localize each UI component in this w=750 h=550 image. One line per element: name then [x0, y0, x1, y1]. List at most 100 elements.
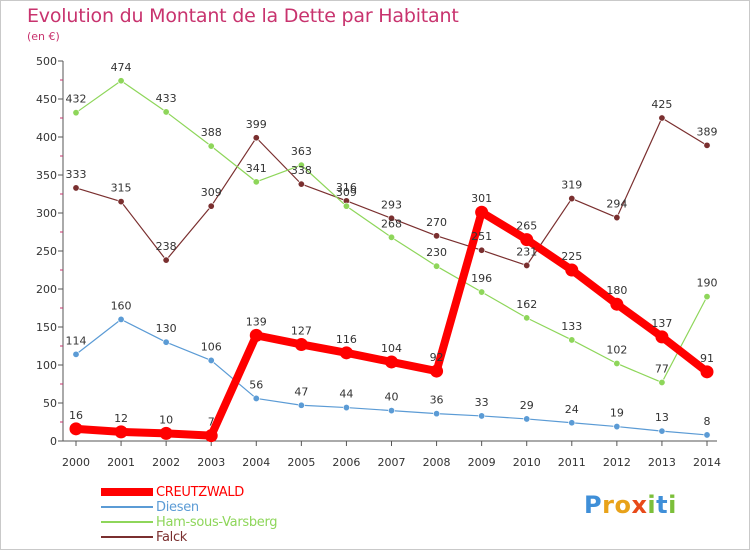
y-tick-label: 500	[36, 55, 57, 68]
data-point	[385, 355, 398, 369]
legend-label: Diesen	[156, 500, 199, 515]
data-label: 91	[700, 352, 714, 365]
data-label: 12	[114, 412, 128, 425]
data-point	[339, 346, 353, 360]
y-tick-label: 250	[36, 245, 57, 258]
data-point	[613, 359, 621, 367]
data-point	[613, 423, 621, 431]
series-falck	[72, 114, 711, 269]
data-label: 114	[66, 334, 87, 347]
legend-swatch	[101, 488, 153, 496]
series-layer	[69, 77, 714, 443]
data-label: 36	[430, 394, 444, 407]
data-point	[475, 205, 489, 219]
data-point	[162, 338, 170, 346]
data-point	[523, 415, 531, 423]
data-point	[159, 426, 173, 440]
data-point	[478, 288, 486, 296]
y-tick-label: 300	[36, 207, 57, 220]
data-label: 33	[475, 396, 489, 409]
data-point	[387, 407, 395, 415]
logo-letter: o	[614, 491, 632, 519]
x-tick-label: 2011	[558, 456, 586, 469]
data-label: 104	[381, 342, 402, 355]
data-label: 309	[201, 186, 222, 199]
data-point	[342, 202, 350, 210]
data-label: 238	[156, 240, 177, 253]
logo-letter: P	[584, 491, 603, 519]
axes: 0 50 100 150 200 250 300 350 400 450 500 2000 2001 20…	[36, 55, 721, 469]
logo-letter: x	[631, 491, 648, 519]
series-creutzwald	[69, 205, 714, 443]
y-tick-label: 450	[36, 93, 57, 106]
x-tick-label: 2001	[107, 456, 135, 469]
x-tick-label: 2002	[152, 456, 180, 469]
data-point	[207, 356, 215, 364]
data-point	[565, 263, 579, 277]
data-point	[249, 328, 263, 342]
data-point	[703, 293, 711, 301]
data-label: 363	[291, 145, 312, 158]
data-point	[387, 214, 395, 222]
data-point	[700, 365, 714, 379]
data-label: 56	[249, 378, 263, 391]
data-label: 106	[201, 340, 222, 353]
data-label: 270	[426, 216, 447, 229]
x-tick-label: 2010	[513, 456, 541, 469]
data-label: 77	[655, 362, 669, 375]
y-tick-label: 150	[36, 321, 57, 334]
y-tick-label: 200	[36, 283, 57, 296]
x-tick-label: 2003	[197, 456, 225, 469]
data-label: 474	[111, 61, 132, 74]
data-label: 388	[201, 126, 222, 139]
data-point	[72, 184, 80, 192]
data-point	[297, 401, 305, 409]
x-tick-label: 2000	[62, 456, 90, 469]
x-tick-label: 2007	[378, 456, 406, 469]
data-point	[520, 233, 534, 247]
data-label: 44	[339, 388, 353, 401]
data-point	[117, 77, 125, 85]
legend-label: Falck	[156, 530, 188, 545]
data-label: 24	[565, 403, 579, 416]
data-label: 13	[655, 411, 669, 424]
data-point	[162, 108, 170, 116]
data-label: 47	[294, 385, 308, 398]
x-tick-label: 2005	[287, 456, 315, 469]
data-point	[658, 114, 666, 122]
data-point	[207, 142, 215, 150]
legend-label: Ham-sous-Varsberg	[156, 515, 278, 530]
data-point	[523, 261, 531, 269]
data-point	[252, 394, 260, 402]
data-point	[430, 364, 444, 378]
data-label: 16	[69, 409, 83, 422]
data-point	[478, 412, 486, 420]
data-point	[568, 195, 576, 203]
series-line	[75, 80, 708, 384]
data-label: 40	[385, 391, 399, 404]
data-label: 433	[156, 92, 177, 105]
y-tick-label: 100	[36, 359, 57, 372]
logo-letter: r	[602, 491, 615, 519]
data-label: 425	[651, 98, 672, 111]
legend-swatch	[101, 506, 153, 508]
data-point	[252, 178, 260, 186]
data-point	[252, 134, 260, 142]
data-point	[613, 214, 621, 222]
data-label: 251	[471, 230, 492, 243]
data-point	[387, 233, 395, 241]
x-tick-label: 2012	[603, 456, 631, 469]
data-label: 180	[606, 284, 627, 297]
y-tick-label: 50	[43, 397, 57, 410]
data-label: 225	[561, 250, 582, 263]
logo-letter: t	[656, 491, 669, 519]
data-label: 341	[246, 162, 267, 175]
data-point	[568, 419, 576, 427]
data-label: 8	[704, 415, 711, 428]
y-tick-label: 350	[36, 169, 57, 182]
data-point	[478, 246, 486, 254]
data-label: 190	[697, 277, 718, 290]
data-label: 301	[471, 192, 492, 205]
x-tick-label: 2009	[468, 456, 496, 469]
